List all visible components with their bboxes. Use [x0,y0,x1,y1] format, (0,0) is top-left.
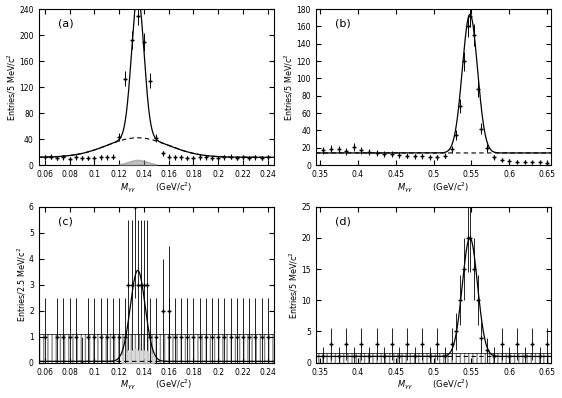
Bar [316,353,551,363]
Text: (a): (a) [57,18,73,28]
Text: (b): (b) [335,18,351,28]
X-axis label: $M_{\gamma\gamma}$        (GeV/c$^2$): $M_{\gamma\gamma}$ (GeV/c$^2$) [397,180,470,195]
Text: (d): (d) [335,216,351,226]
X-axis label: $M_{\gamma\gamma}$        (GeV/c$^2$): $M_{\gamma\gamma}$ (GeV/c$^2$) [397,378,470,392]
Y-axis label: Entries/5 MeV/c$^2$: Entries/5 MeV/c$^2$ [288,251,300,318]
X-axis label: $M_{\gamma\gamma}$        (GeV/c$^2$): $M_{\gamma\gamma}$ (GeV/c$^2$) [120,378,193,392]
Y-axis label: Entries/2.5 MeV/c$^2$: Entries/2.5 MeV/c$^2$ [15,247,28,322]
Y-axis label: Entries/5 MeV/c$^2$: Entries/5 MeV/c$^2$ [283,53,295,121]
X-axis label: $M_{\gamma\gamma}$        (GeV/c$^2$): $M_{\gamma\gamma}$ (GeV/c$^2$) [120,180,193,195]
Y-axis label: Entries/5 MeV/c$^2$: Entries/5 MeV/c$^2$ [6,53,18,121]
Text: (c): (c) [57,216,72,226]
Bar [39,334,274,363]
